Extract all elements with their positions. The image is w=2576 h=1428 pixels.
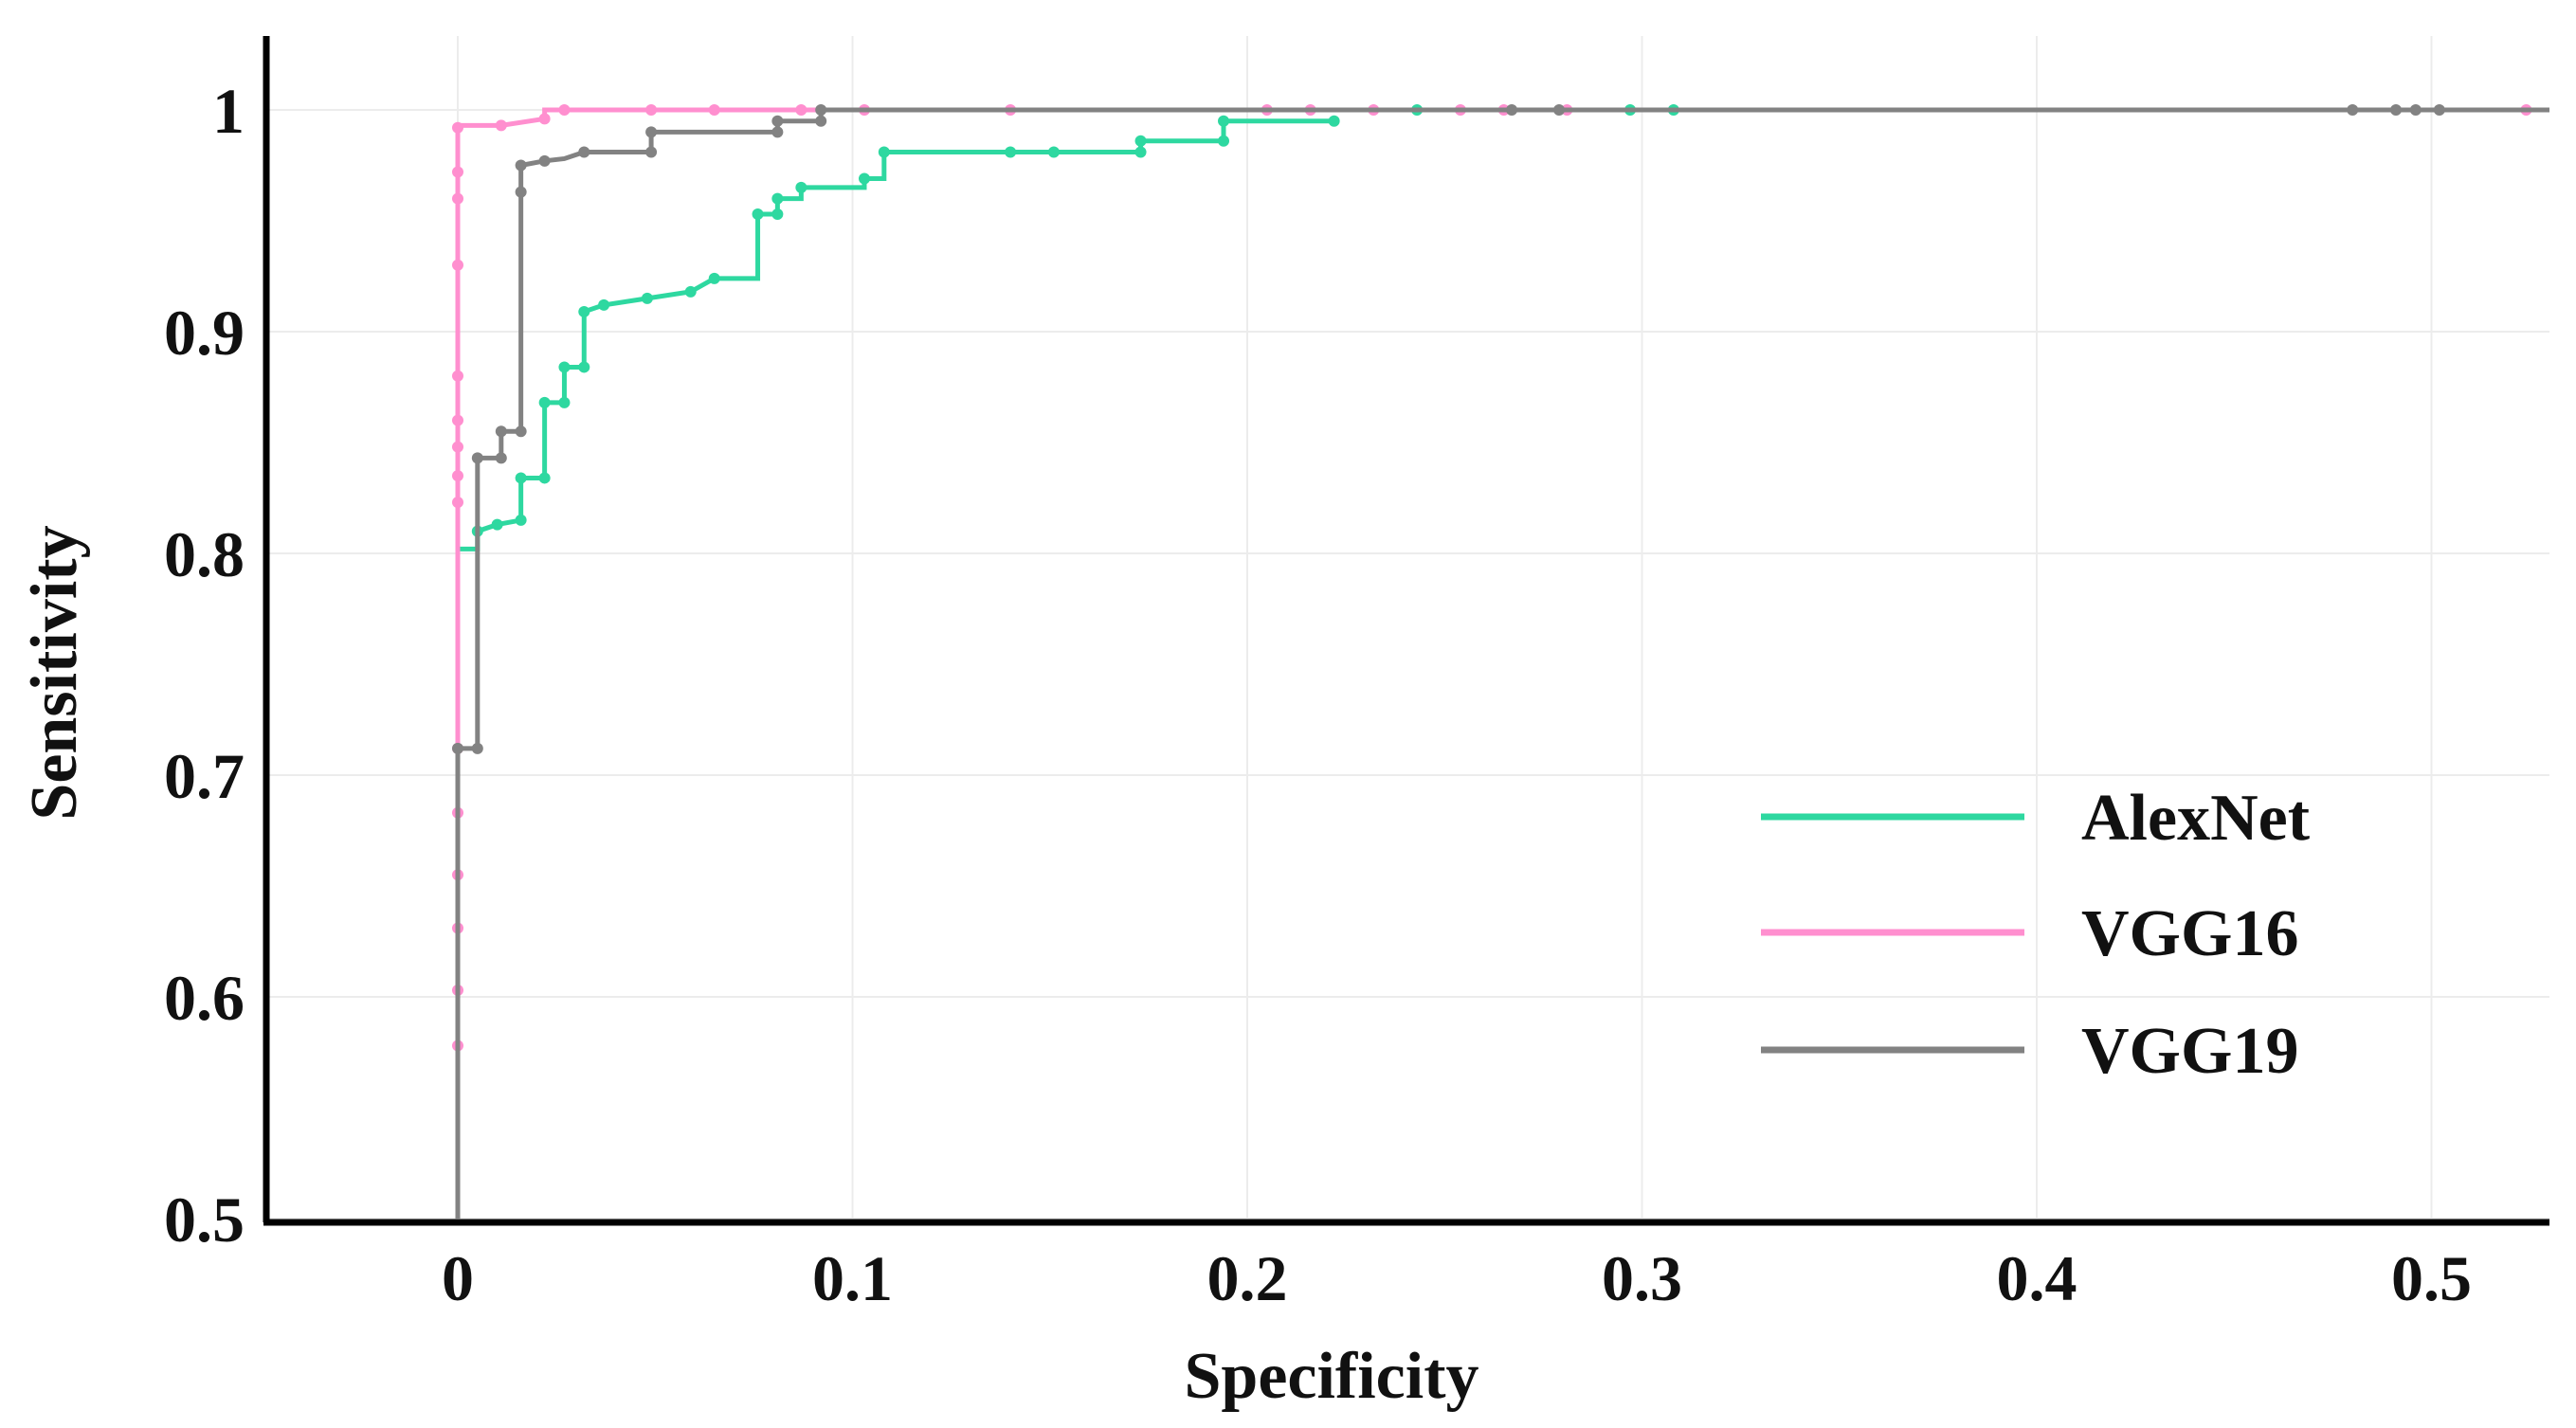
data-point-vgg19: [578, 146, 590, 158]
x-tick-labels: 0 0.1 0.2 0.3 0.4 0.5: [442, 1242, 2472, 1314]
y-tick-labels: 0.5 0.6 0.7 0.8 0.9 1: [164, 75, 245, 1256]
data-point-vgg19: [471, 452, 483, 464]
data-point-alexnet: [1134, 135, 1147, 147]
data-point-vgg19: [452, 742, 463, 754]
x-tick-label: 0.3: [1602, 1242, 1682, 1314]
axes: [263, 36, 2549, 1226]
data-point-alexnet: [1328, 115, 1340, 127]
x-axis-title: Specificity: [1184, 1340, 1478, 1413]
data-point-vgg16: [452, 441, 463, 453]
data-point-alexnet: [515, 472, 527, 484]
data-point-vgg19: [538, 154, 551, 167]
data-point-vgg16: [708, 104, 720, 116]
x-tick-label: 0: [442, 1242, 474, 1314]
data-point-vgg16: [452, 259, 463, 271]
data-point-vgg19: [645, 126, 658, 138]
data-point-alexnet: [878, 146, 890, 158]
data-point-vgg19: [515, 159, 527, 172]
legend: AlexNet VGG16 VGG19: [1761, 782, 2310, 1088]
legend-item-vgg19: VGG19: [1761, 1015, 2298, 1088]
y-tick-label: 0.5: [164, 1184, 245, 1256]
x-tick-label: 0.2: [1207, 1242, 1288, 1314]
data-point-vgg16: [558, 104, 571, 116]
data-point-alexnet: [684, 285, 697, 298]
data-point-alexnet: [491, 518, 503, 531]
series-line-vgg19: [455, 107, 2549, 1219]
legend-label-vgg16: VGG16: [2081, 897, 2298, 970]
data-point-alexnet: [1047, 146, 1060, 158]
y-tick-label: 0.7: [164, 740, 245, 812]
data-point-vgg19: [2390, 104, 2403, 116]
data-point-vgg16: [452, 497, 463, 509]
data-point-vgg16: [452, 470, 463, 482]
data-point-vgg16: [452, 166, 463, 178]
data-point-vgg19: [495, 425, 507, 438]
data-point-alexnet: [1005, 146, 1017, 158]
data-point-vgg19: [2347, 104, 2359, 116]
legend-item-vgg16: VGG16: [1761, 897, 2298, 970]
data-point-vgg16: [452, 370, 463, 382]
data-point-vgg16: [452, 121, 463, 134]
y-axis-title: Sensitivity: [18, 525, 91, 820]
data-point-alexnet: [752, 208, 764, 220]
data-point-vgg16: [495, 119, 507, 132]
series-layer: [452, 104, 2549, 1219]
data-point-vgg19: [771, 115, 784, 127]
data-point-alexnet: [1134, 146, 1147, 158]
legend-item-alexnet: AlexNet: [1761, 782, 2310, 855]
data-point-alexnet: [858, 172, 870, 185]
y-tick-label: 0.8: [164, 518, 245, 590]
data-point-vgg19: [645, 146, 658, 158]
legend-label-alexnet: AlexNet: [2081, 782, 2310, 855]
data-point-vgg19: [771, 126, 784, 138]
y-tick-label: 1: [212, 75, 245, 147]
data-point-alexnet: [538, 396, 551, 408]
data-point-alexnet: [598, 298, 610, 311]
data-point-alexnet: [578, 305, 590, 317]
data-point-vgg19: [815, 104, 827, 116]
data-point-alexnet: [771, 208, 784, 220]
data-point-alexnet: [538, 472, 551, 484]
data-point-vgg19: [471, 742, 483, 754]
data-point-alexnet: [795, 181, 807, 193]
data-point-vgg16: [452, 192, 463, 205]
x-tick-label: 0.4: [1997, 1242, 2077, 1314]
legend-label-vgg19: VGG19: [2081, 1015, 2298, 1088]
data-point-alexnet: [1218, 115, 1230, 127]
data-point-alexnet: [558, 396, 571, 408]
data-point-vgg19: [495, 452, 507, 464]
series-vgg19: [452, 104, 2549, 1219]
data-point-vgg16: [452, 414, 463, 426]
data-point-vgg19: [515, 425, 527, 438]
data-point-alexnet: [708, 272, 720, 284]
y-tick-label: 0.6: [164, 962, 245, 1034]
data-point-vgg19: [515, 186, 527, 198]
data-point-vgg19: [815, 115, 827, 127]
data-point-vgg16: [795, 104, 807, 116]
data-point-alexnet: [578, 361, 590, 373]
data-point-vgg19: [1506, 104, 1518, 116]
data-point-alexnet: [515, 514, 527, 526]
data-point-vgg16: [645, 104, 658, 116]
x-tick-label: 0.1: [812, 1242, 893, 1314]
data-point-alexnet: [771, 192, 784, 205]
y-tick-label: 0.9: [164, 297, 245, 369]
data-point-alexnet: [641, 292, 653, 304]
series-line-alexnet: [458, 118, 1334, 551]
data-point-vgg19: [2409, 104, 2422, 116]
data-point-vgg19: [2433, 104, 2445, 116]
x-tick-label: 0.5: [2391, 1242, 2472, 1314]
data-point-alexnet: [1218, 135, 1230, 147]
series-alexnet: [458, 104, 1679, 551]
data-point-alexnet: [558, 361, 571, 373]
data-point-vgg19: [1553, 104, 1566, 116]
data-point-vgg16: [538, 113, 551, 125]
